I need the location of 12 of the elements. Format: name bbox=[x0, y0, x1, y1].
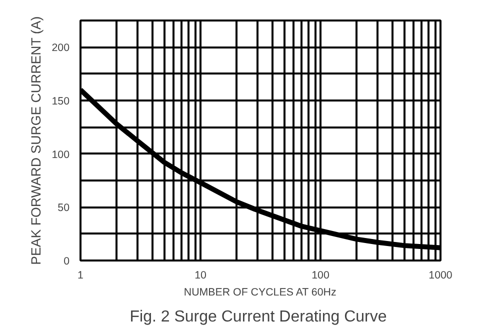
y-tick-label: 0 bbox=[64, 256, 70, 268]
x-tick-label: 1 bbox=[78, 270, 84, 282]
y-axis-title: PEAK FORWARD SURGE CURRENT (A) bbox=[28, 16, 44, 265]
y-tick-label: 100 bbox=[52, 148, 70, 161]
y-tick-label: 150 bbox=[52, 96, 70, 108]
x-tick-label: 1000 bbox=[428, 270, 452, 282]
x-axis-title: NUMBER OF CYCLES AT 60Hz bbox=[184, 286, 336, 298]
y-tick-label: 200 bbox=[52, 42, 70, 54]
text: Fig. 2 Surge Current Derating Curve bbox=[130, 308, 387, 326]
x-tick-label: 10 bbox=[194, 270, 206, 282]
y-tick-label: 50 bbox=[58, 202, 70, 214]
x-tick-label: 100 bbox=[312, 270, 330, 282]
